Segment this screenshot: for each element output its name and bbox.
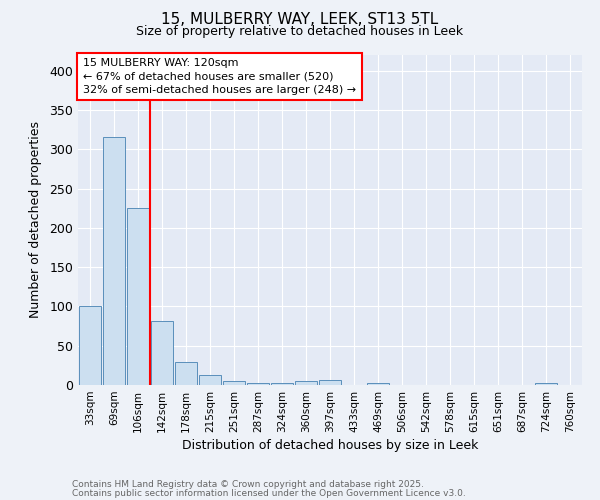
X-axis label: Distribution of detached houses by size in Leek: Distribution of detached houses by size … <box>182 439 478 452</box>
Bar <box>223 381 245 385</box>
Bar <box>247 382 269 385</box>
Text: Contains public sector information licensed under the Open Government Licence v3: Contains public sector information licen… <box>72 488 466 498</box>
Bar <box>103 138 125 385</box>
Y-axis label: Number of detached properties: Number of detached properties <box>29 122 43 318</box>
Bar <box>151 320 173 385</box>
Bar <box>367 382 389 385</box>
Text: 15 MULBERRY WAY: 120sqm
← 67% of detached houses are smaller (520)
32% of semi-d: 15 MULBERRY WAY: 120sqm ← 67% of detache… <box>83 58 356 94</box>
Bar <box>535 384 557 385</box>
Text: 15, MULBERRY WAY, LEEK, ST13 5TL: 15, MULBERRY WAY, LEEK, ST13 5TL <box>161 12 439 28</box>
Bar <box>319 380 341 385</box>
Bar <box>295 381 317 385</box>
Bar <box>199 375 221 385</box>
Bar <box>175 362 197 385</box>
Bar <box>127 208 149 385</box>
Text: Contains HM Land Registry data © Crown copyright and database right 2025.: Contains HM Land Registry data © Crown c… <box>72 480 424 489</box>
Bar <box>79 306 101 385</box>
Bar <box>271 384 293 385</box>
Text: Size of property relative to detached houses in Leek: Size of property relative to detached ho… <box>136 25 464 38</box>
